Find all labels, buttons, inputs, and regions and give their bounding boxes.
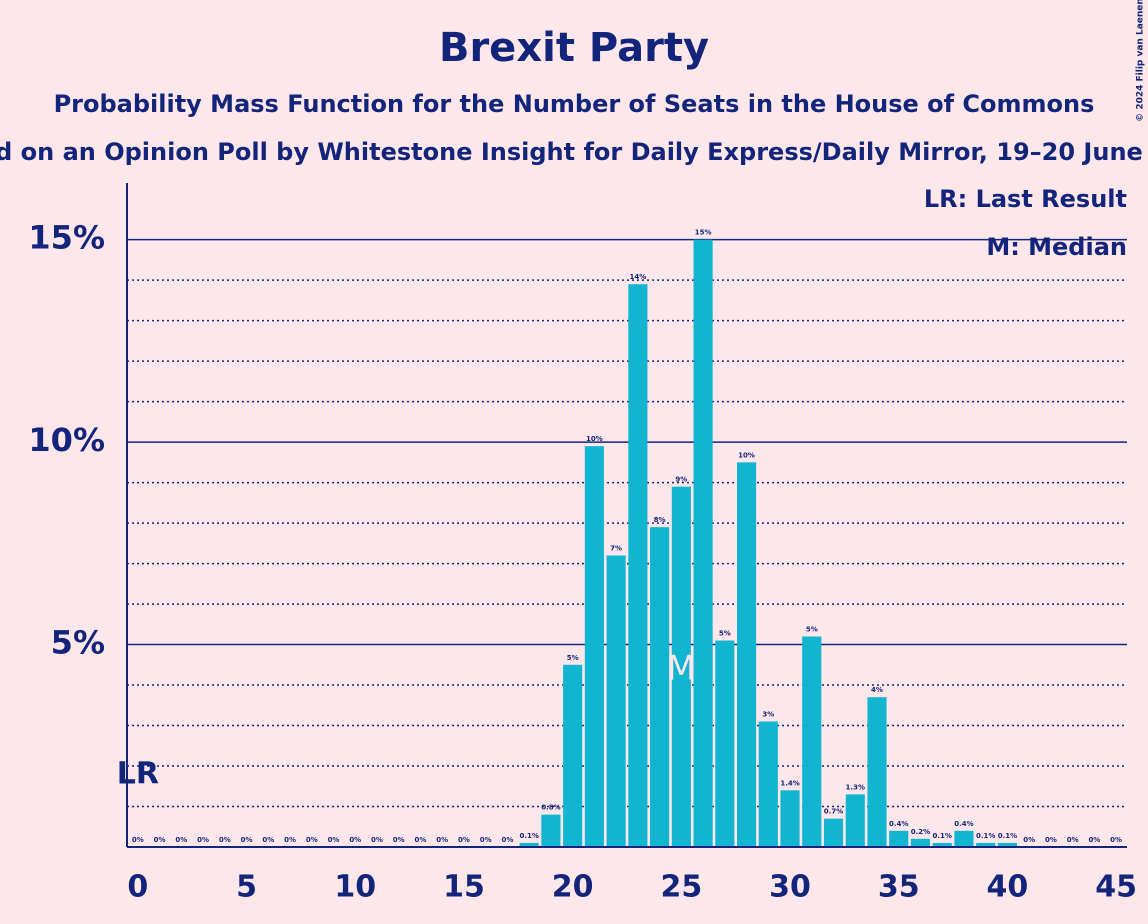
credit: © 2024 Filip van Laenen bbox=[1136, 0, 1146, 122]
value-label: 1.4% bbox=[780, 779, 799, 787]
legend-entry: M: Median bbox=[986, 233, 1127, 261]
x-tick-label: 0 bbox=[127, 870, 148, 905]
value-label: 0% bbox=[1067, 836, 1079, 844]
value-label: 5% bbox=[567, 654, 579, 662]
value-label: 0.1% bbox=[519, 832, 538, 840]
bar bbox=[997, 842, 1017, 847]
y-tick-label: 10% bbox=[28, 421, 105, 459]
value-label: 3% bbox=[762, 710, 774, 718]
bar bbox=[976, 842, 996, 847]
value-label: 7% bbox=[610, 544, 622, 552]
value-label: 0% bbox=[154, 836, 166, 844]
value-label: 0% bbox=[1045, 836, 1057, 844]
value-label: 9% bbox=[675, 476, 687, 484]
bar bbox=[519, 842, 539, 847]
value-label: 0% bbox=[262, 836, 274, 844]
value-label: 0% bbox=[458, 836, 470, 844]
bar bbox=[954, 830, 974, 847]
annotation: M bbox=[667, 649, 696, 689]
y-tick-label: 5% bbox=[51, 624, 105, 662]
value-label: 0% bbox=[1110, 836, 1122, 844]
annotation: LR bbox=[117, 757, 159, 792]
bar bbox=[910, 838, 931, 847]
value-label: 0.7% bbox=[824, 808, 843, 816]
value-label: 10% bbox=[738, 451, 755, 459]
value-label: 5% bbox=[806, 625, 818, 633]
x-tick-label: 5 bbox=[236, 870, 257, 905]
chart-subtitle: Based on an Opinion Poll by Whitestone I… bbox=[0, 138, 1148, 166]
y-tick-label: 15% bbox=[28, 219, 105, 257]
value-label: 0% bbox=[436, 836, 448, 844]
value-label: 0% bbox=[1023, 836, 1035, 844]
value-label: 0% bbox=[132, 836, 144, 844]
bar bbox=[845, 794, 865, 847]
x-tick-label: 35 bbox=[878, 870, 920, 905]
value-label: 0% bbox=[415, 836, 427, 844]
value-label: 0% bbox=[480, 836, 492, 844]
value-label: 8% bbox=[654, 516, 666, 524]
bar bbox=[650, 527, 670, 847]
bar bbox=[780, 790, 800, 847]
value-label: 0% bbox=[241, 836, 253, 844]
x-tick-label: 40 bbox=[987, 870, 1029, 905]
value-label: 0% bbox=[371, 836, 383, 844]
bar bbox=[563, 664, 583, 847]
bar bbox=[628, 284, 648, 848]
value-label: 10% bbox=[586, 435, 603, 443]
chart-title: Brexit Party bbox=[439, 25, 709, 71]
value-label: 5% bbox=[719, 630, 731, 638]
x-tick-label: 10 bbox=[334, 870, 376, 905]
bar bbox=[802, 636, 822, 847]
value-label: 1.3% bbox=[846, 783, 865, 791]
value-label: 0.8% bbox=[541, 804, 560, 812]
value-label: 0% bbox=[175, 836, 187, 844]
bar bbox=[693, 239, 713, 847]
bar bbox=[606, 555, 626, 847]
bar bbox=[671, 486, 691, 847]
value-label: 0% bbox=[219, 836, 231, 844]
value-label: 14% bbox=[629, 273, 646, 281]
value-label: 15% bbox=[695, 229, 712, 237]
bar bbox=[541, 814, 561, 847]
bar bbox=[715, 640, 735, 847]
x-tick-label: 45 bbox=[1095, 870, 1137, 905]
bar bbox=[758, 721, 778, 847]
value-label: 0% bbox=[349, 836, 361, 844]
value-label: 0% bbox=[1088, 836, 1100, 844]
value-label: 0% bbox=[306, 836, 318, 844]
bar bbox=[737, 462, 757, 847]
value-label: 0.4% bbox=[954, 820, 973, 828]
value-label: 0% bbox=[328, 836, 340, 844]
value-label: 0.1% bbox=[933, 832, 952, 840]
value-label: 0.1% bbox=[976, 832, 995, 840]
bar bbox=[823, 818, 844, 847]
x-tick-label: 25 bbox=[660, 870, 702, 905]
value-label: 0% bbox=[197, 836, 209, 844]
bar bbox=[889, 830, 909, 847]
chart-subtitle: Probability Mass Function for the Number… bbox=[54, 90, 1095, 118]
x-tick-label: 15 bbox=[443, 870, 485, 905]
value-label: 0% bbox=[501, 836, 513, 844]
value-label: 0.4% bbox=[889, 820, 908, 828]
bar bbox=[584, 446, 604, 847]
legend-entry: LR: Last Result bbox=[924, 185, 1127, 213]
value-label: 0.2% bbox=[911, 828, 930, 836]
value-label: 4% bbox=[871, 686, 883, 694]
bar bbox=[867, 697, 887, 847]
value-label: 0.1% bbox=[998, 832, 1017, 840]
value-label: 0% bbox=[284, 836, 296, 844]
value-label: 0% bbox=[393, 836, 405, 844]
bar bbox=[932, 842, 952, 847]
x-tick-label: 30 bbox=[769, 870, 811, 905]
x-tick-label: 20 bbox=[552, 870, 594, 905]
